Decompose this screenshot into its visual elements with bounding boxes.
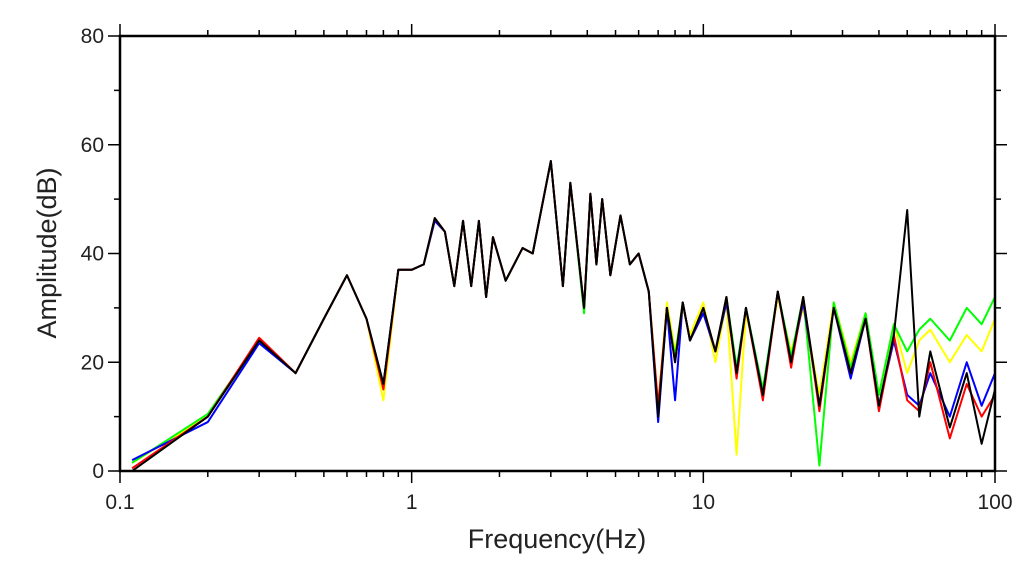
x-axis-label: Frequency(Hz) <box>468 524 647 554</box>
y-tick-label: 80 <box>81 25 104 48</box>
x-tick-label: 100 <box>977 491 1012 514</box>
plot-lines <box>131 160 995 471</box>
x-tick-label: 10 <box>692 491 715 514</box>
y-axis-label: Amplitude(dB) <box>32 167 62 338</box>
series-line <box>131 160 995 467</box>
series-line <box>131 160 995 462</box>
axes: 0.1 1 10 100 0 20 40 60 80 <box>81 24 1013 514</box>
series-line <box>131 160 995 464</box>
y-tick-label: 0 <box>92 460 104 483</box>
y-tick-label: 60 <box>81 134 104 157</box>
y-tick-label: 40 <box>81 243 104 266</box>
plot-frame <box>118 34 997 473</box>
y-tick-label: 20 <box>81 351 104 374</box>
series-line <box>131 160 995 471</box>
x-tick-label: 1 <box>406 491 418 514</box>
x-tick-label: 0.1 <box>105 491 134 514</box>
